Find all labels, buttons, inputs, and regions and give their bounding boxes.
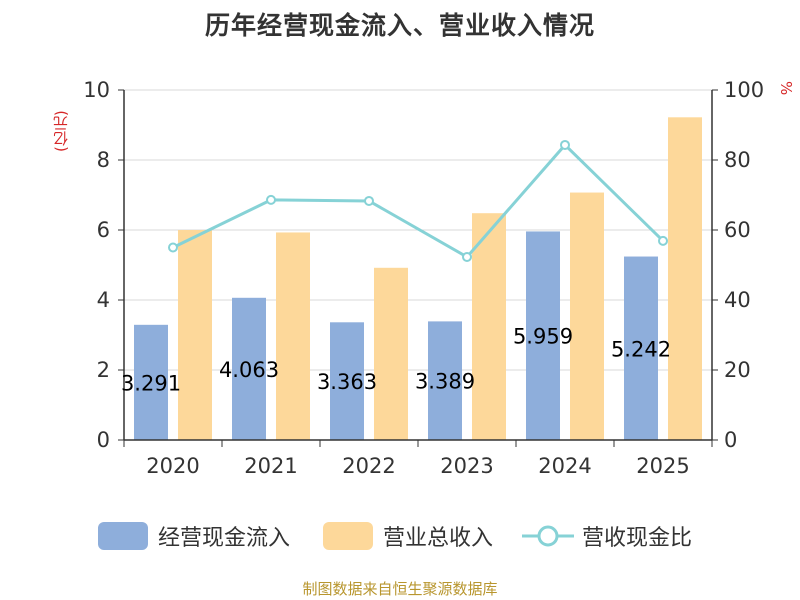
x-tick-label: 2024 <box>538 454 591 478</box>
bar-cash-inflow <box>232 297 266 440</box>
point-ratio <box>462 251 472 262</box>
legend-swatch-ratio <box>522 525 574 547</box>
y-left-tick-label: 6 <box>97 218 110 242</box>
data-label-cash-inflow: 3.363 <box>317 370 377 394</box>
x-tick-label: 2022 <box>342 454 395 478</box>
y-right-tick-label: 20 <box>724 358 751 382</box>
line-ratio <box>172 142 665 259</box>
bar-cash-inflow <box>526 231 560 440</box>
data-label-cash-inflow: 5.959 <box>513 325 573 349</box>
point-ratio <box>658 235 668 246</box>
bar-revenue <box>668 117 702 441</box>
x-tick-label: 2025 <box>636 454 689 478</box>
bar-cash-inflow <box>624 256 658 440</box>
point-ratio <box>266 194 276 205</box>
point-ratio <box>560 139 570 150</box>
data-source-note: 制图数据来自恒生聚源数据库 <box>302 580 498 598</box>
bar-cash-inflow <box>428 321 462 440</box>
x-tick-label: 2021 <box>244 454 297 478</box>
bar-cash-inflow <box>330 322 364 440</box>
chart-title: 历年经营现金流入、营业收入情况 <box>204 11 595 40</box>
bar-revenue <box>472 213 506 440</box>
legend-swatch-revenue <box>323 522 373 550</box>
x-tick-label: 2023 <box>440 454 493 478</box>
y-right-tick-label: 80 <box>724 148 751 172</box>
y-right-tick-label: 40 <box>724 288 751 312</box>
bar-revenue <box>570 192 604 440</box>
legend-item-cash-inflow: 经营现金流入 <box>98 516 290 556</box>
y-left-tick-label: 4 <box>97 288 110 312</box>
legend-swatch-cash-inflow <box>98 522 148 550</box>
legend-item-ratio: 营收现金比 <box>522 516 692 556</box>
y-left-tick-label: 10 <box>83 78 110 102</box>
bar-revenue <box>374 267 408 440</box>
bar-revenue <box>178 230 212 440</box>
y-left-tick-label: 8 <box>97 148 110 172</box>
data-label-cash-inflow: 3.291 <box>121 371 181 395</box>
y-left-tick-label: 2 <box>97 358 110 382</box>
data-label-cash-inflow: 4.063 <box>219 358 279 382</box>
data-label-cash-inflow: 3.389 <box>415 370 475 394</box>
point-ratio <box>364 195 374 206</box>
legend-label-cash-inflow: 经营现金流入 <box>158 526 291 551</box>
bar-revenue <box>276 232 310 440</box>
legend-label-revenue: 营业总收入 <box>383 526 494 551</box>
y-right-tick-label: 100 <box>724 78 764 102</box>
legend-label-ratio: 营收现金比 <box>582 526 693 551</box>
bar-cash-inflow <box>134 324 168 440</box>
legend: 经营现金流入 营业总收入 营收现金比 <box>0 516 800 556</box>
point-ratio <box>168 242 178 253</box>
y-right-tick-label: 0 <box>724 428 737 452</box>
legend-item-revenue: 营业总收入 <box>323 516 493 556</box>
y-left-tick-label: 0 <box>97 428 110 452</box>
x-tick-label: 2020 <box>146 454 199 478</box>
y-right-tick-label: 60 <box>724 218 751 242</box>
data-label-cash-inflow: 5.242 <box>611 337 671 361</box>
